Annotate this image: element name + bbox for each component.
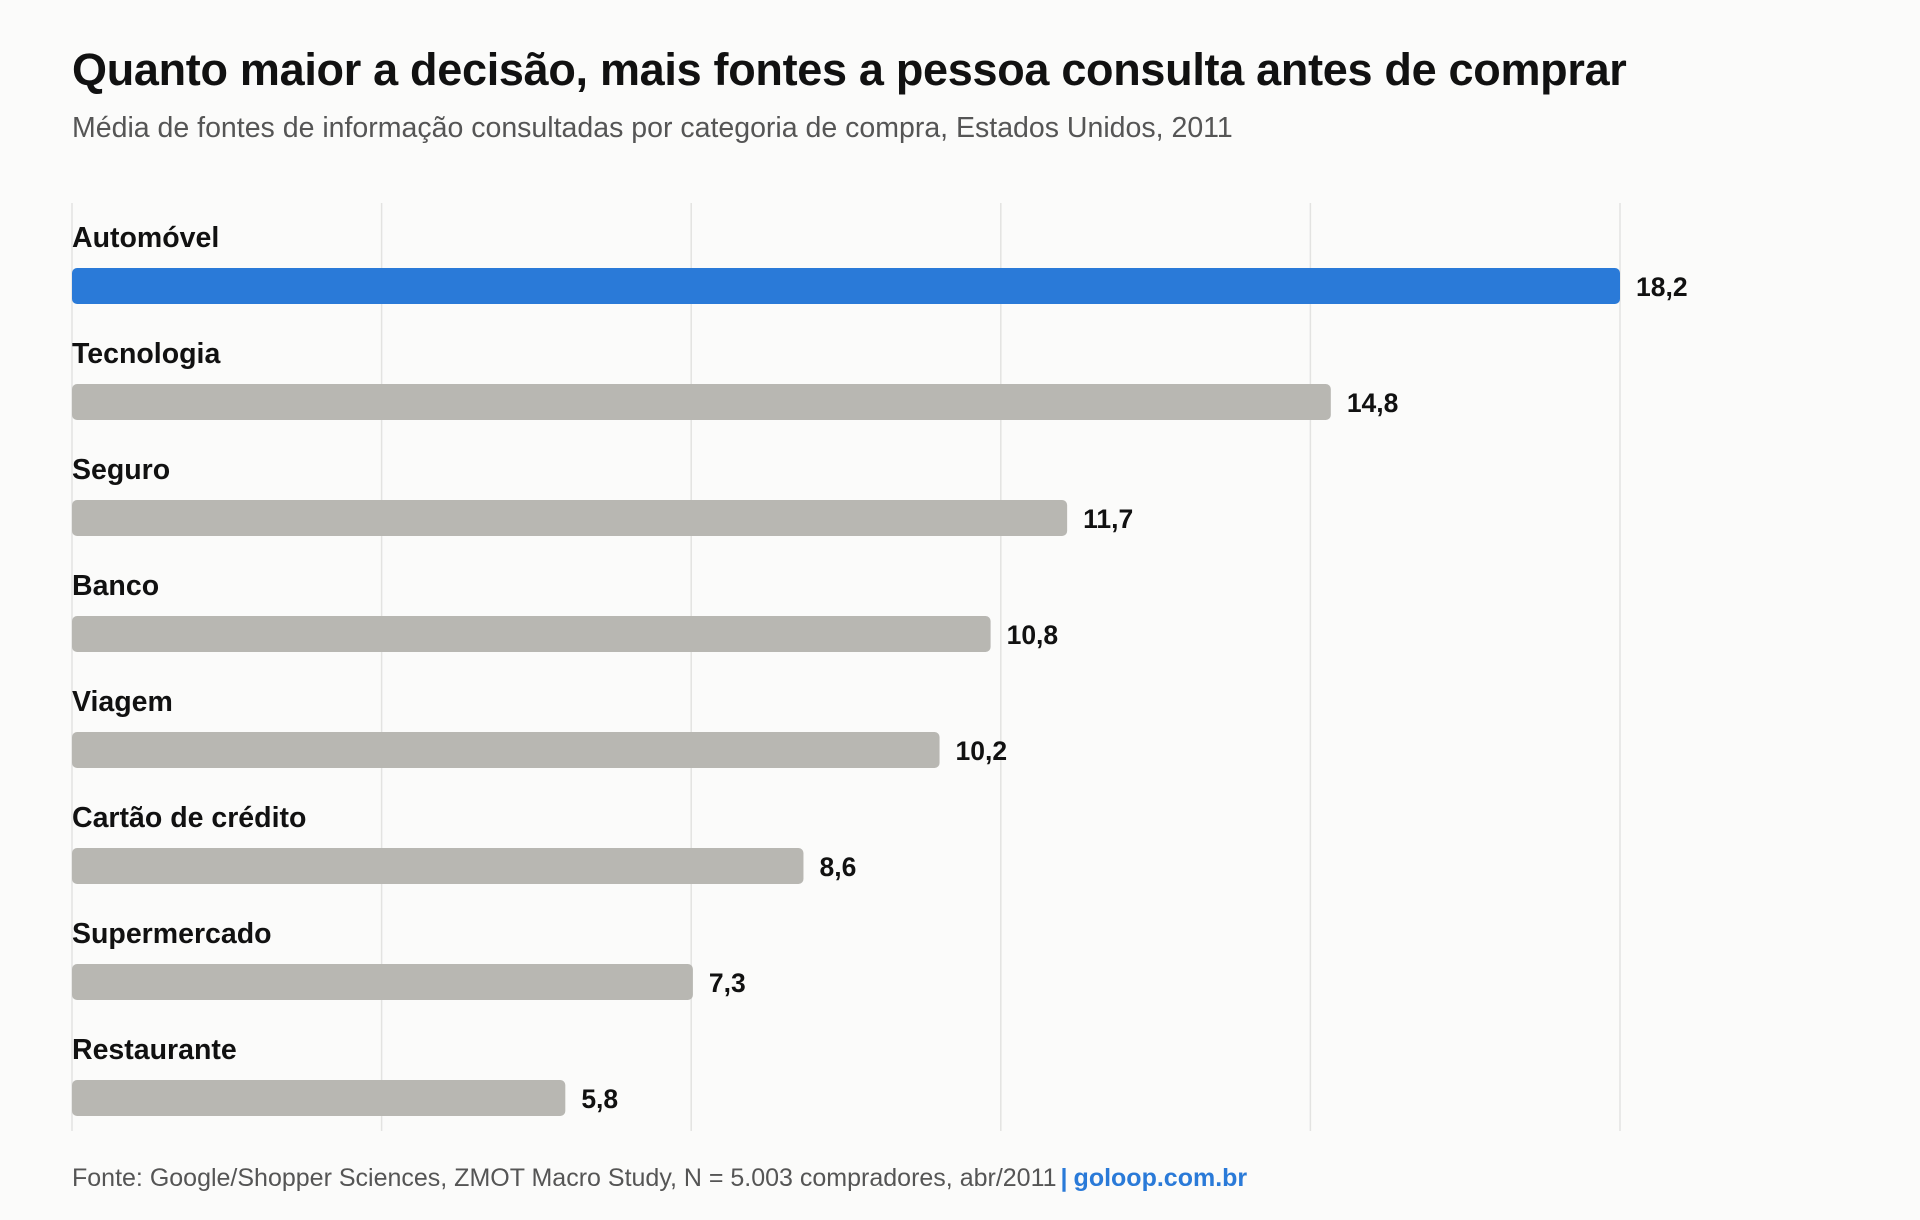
bar-4 [72, 732, 940, 768]
chart-subtitle: Média de fontes de informação consultada… [72, 112, 1233, 144]
category-label: Automóvel [72, 222, 219, 254]
category-label: Banco [72, 570, 159, 602]
value-label: 14,8 [1347, 388, 1399, 418]
bar-0 [72, 268, 1620, 304]
value-label: 8,6 [819, 852, 856, 882]
value-label: 18,2 [1636, 272, 1688, 302]
brand-link[interactable]: goloop.com.br [1073, 1164, 1248, 1192]
bar-7 [72, 1080, 566, 1116]
value-label: 10,2 [956, 736, 1008, 766]
category-label: Seguro [72, 454, 170, 486]
category-label: Restaurante [72, 1034, 237, 1066]
category-label: Cartão de crédito [72, 802, 306, 834]
bar-3 [72, 616, 991, 652]
footer-separator: | [1060, 1164, 1068, 1192]
footer: Fonte: Google/Shopper Sciences, ZMOT Mac… [72, 1164, 1247, 1193]
bar-1 [72, 384, 1331, 420]
source-note: Fonte: Google/Shopper Sciences, ZMOT Mac… [72, 1164, 1057, 1192]
value-label: 11,7 [1083, 504, 1133, 534]
category-label: Tecnologia [72, 338, 221, 370]
bar-2 [72, 500, 1068, 536]
chart-title: Quanto maior a decisão, mais fontes a pe… [72, 44, 1627, 95]
value-label: 5,8 [581, 1084, 618, 1114]
value-label: 10,8 [1007, 620, 1059, 650]
bar-chart: Automóvel 18,2 Tecnologia 14,8 Seguro 11,7 Ban… [71, 203, 1688, 1131]
category-label: Viagem [72, 686, 173, 718]
bar-5 [72, 848, 804, 884]
bar-6 [72, 964, 693, 1000]
value-label: 7,3 [709, 968, 746, 998]
category-label: Supermercado [72, 918, 272, 950]
